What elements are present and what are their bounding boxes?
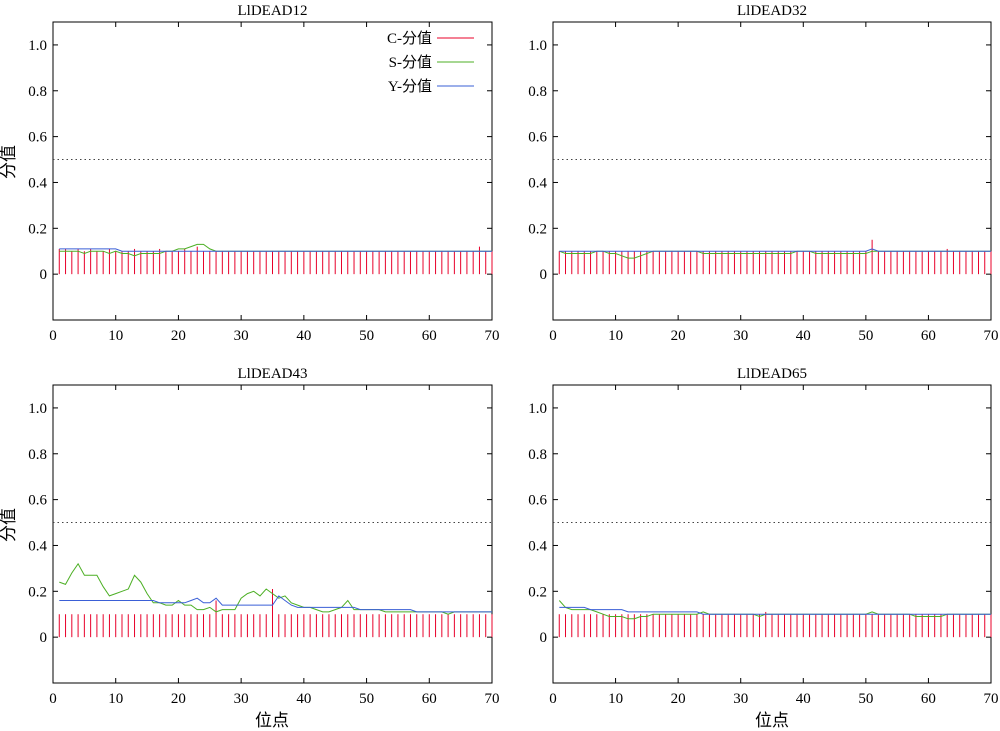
ylabel-top: 分值	[0, 145, 18, 179]
x-tick-label: 60	[422, 328, 437, 344]
x-tick-label: 50	[359, 691, 374, 707]
y-tick-label: 0.8	[28, 84, 47, 100]
y-tick-label: 0.8	[528, 84, 547, 100]
y-tick-label: 0.4	[28, 175, 47, 191]
x-tick-label: 30	[234, 691, 249, 707]
x-tick-label: 30	[733, 328, 748, 344]
y-tick-label: 0.6	[28, 493, 47, 509]
y-tick-label: 0	[540, 630, 548, 646]
chart-title: LlDEAD12	[238, 3, 308, 19]
s-score-line	[59, 562, 492, 615]
y-tick-label: 0.8	[28, 447, 47, 463]
chart-title: LlDEAD65	[737, 366, 807, 382]
y-score-line	[559, 248, 991, 252]
x-tick-label: 10	[108, 691, 123, 707]
x-tick-label: 50	[858, 328, 873, 344]
y-tick-label: 0	[540, 267, 548, 283]
y-tick-label: 0.4	[528, 175, 547, 191]
x-tick-label: 70	[984, 328, 999, 344]
x-tick-label: 20	[671, 328, 686, 344]
x-tick-label: 60	[921, 691, 936, 707]
x-tick-label: 40	[796, 328, 811, 344]
s-score-line	[559, 250, 991, 259]
x-tick-label: 30	[234, 328, 249, 344]
chart-panel-2: LlDEAD32 0 10 20 30 40 50 60 70 0 0.2 0.4 0.6 0.8 1.0	[528, 3, 998, 344]
x-tick-label: 0	[549, 328, 557, 344]
x-tick-label: 20	[671, 691, 686, 707]
y-tick-label: 0.4	[28, 538, 47, 554]
chart-panel-1: LlDEAD12 0 10 20 30 40 50 60 70 0 0.2 0.4 0.6 0.8 1.0 C…	[28, 3, 499, 344]
legend: C-分值 S-分值 Y-分值	[387, 30, 474, 95]
xlabel-right: 位点	[755, 711, 789, 730]
s-score-line	[558, 600, 991, 620]
chart-title: LlDEAD43	[238, 366, 308, 382]
x-tick-label: 40	[296, 328, 311, 344]
x-tick-label: 70	[984, 691, 999, 707]
y-score-line	[59, 248, 492, 252]
plot-frame	[552, 384, 992, 684]
x-tick-label: 0	[49, 328, 57, 344]
legend-label: Y-分值	[388, 78, 432, 95]
chart-panel-3: LlDEAD43 0 10 20 30 40 50 60 70 0 0.2 0.4 0.6 0.8 1.0	[28, 366, 499, 707]
y-tick-label: 0.4	[528, 538, 547, 554]
chart-panel-4: LlDEAD65 0 10 20 30 40 50 60 70 0 0.2 0.4 0.6 0.8 1.0	[528, 366, 998, 707]
x-tick-label: 10	[608, 328, 623, 344]
y-tick-label: 1.0	[28, 38, 47, 54]
x-tick-label: 40	[796, 691, 811, 707]
x-tick-label: 20	[171, 691, 186, 707]
y-tick-label: 0.6	[528, 130, 547, 146]
y-tick-label: 1.0	[528, 401, 547, 417]
s-score-line	[59, 243, 492, 257]
x-tick-label: 60	[921, 328, 936, 344]
y-tick-label: 0.2	[28, 221, 47, 237]
x-tick-label: 10	[608, 691, 623, 707]
x-tick-label: 10	[108, 328, 123, 344]
plot-frame	[52, 384, 493, 684]
x-tick-label: 60	[422, 691, 437, 707]
x-tick-label: 70	[485, 691, 500, 707]
y-tick-label: 0.6	[28, 130, 47, 146]
chart-title: LlDEAD32	[737, 3, 807, 19]
y-tick-label: 0.2	[28, 584, 47, 600]
ylabel-bottom: 分值	[0, 508, 18, 542]
y-tick-label: 0	[40, 630, 48, 646]
x-tick-label: 0	[549, 691, 557, 707]
plot-frame	[552, 21, 992, 321]
y-score-line	[59, 595, 492, 613]
y-tick-label: 1.0	[28, 401, 47, 417]
y-tick-label: 1.0	[528, 38, 547, 54]
y-tick-label: 0.8	[528, 447, 547, 463]
x-tick-label: 30	[733, 691, 748, 707]
x-tick-label: 50	[858, 691, 873, 707]
x-tick-label: 40	[296, 691, 311, 707]
x-tick-label: 0	[49, 691, 57, 707]
legend-label: S-分值	[389, 54, 432, 71]
x-tick-label: 20	[171, 328, 186, 344]
plot-frame	[52, 21, 493, 321]
x-tick-label: 70	[485, 328, 500, 344]
x-tick-label: 50	[359, 328, 374, 344]
xlabel-left: 位点	[255, 711, 289, 730]
y-tick-label: 0.2	[528, 584, 547, 600]
y-tick-label: 0	[40, 267, 48, 283]
y-score-line	[559, 606, 991, 615]
y-tick-label: 0.6	[528, 493, 547, 509]
y-tick-label: 0.2	[528, 221, 547, 237]
legend-label: C-分值	[387, 30, 432, 47]
